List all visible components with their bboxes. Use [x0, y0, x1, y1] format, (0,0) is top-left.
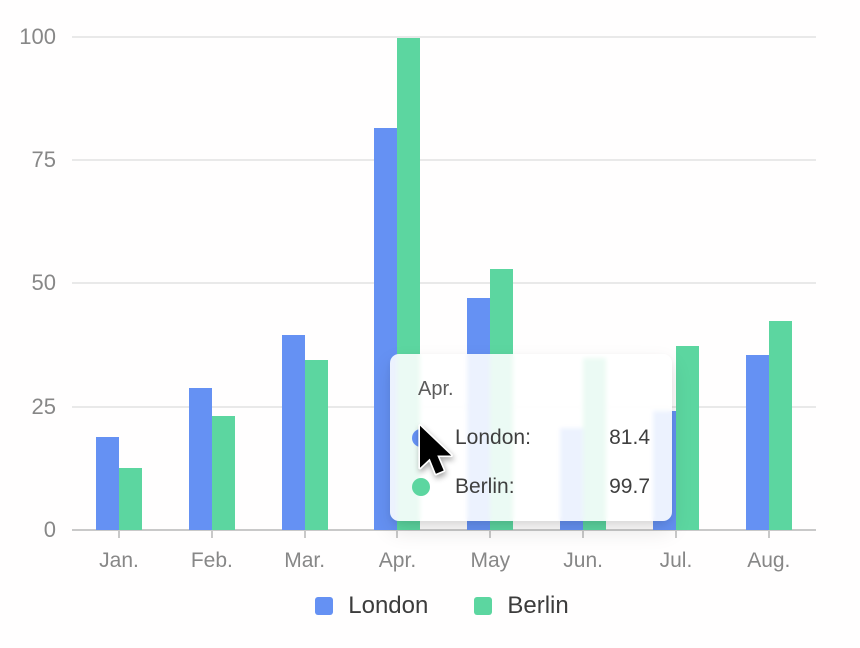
- tooltip-value-berlin: 99.7: [609, 475, 650, 498]
- x-tick-6: [582, 530, 585, 538]
- x-tick-label-feb: Feb.: [190, 549, 233, 572]
- x-tick-label-jul: Jul.: [659, 549, 693, 572]
- bar-berlin-jan[interactable]: [119, 467, 142, 530]
- gridline-50: [72, 282, 816, 285]
- bar-london-feb[interactable]: [188, 388, 212, 530]
- legend-label-london: London: [348, 592, 429, 619]
- y-tick-label-0: 0: [43, 517, 56, 542]
- x-tick-3: [303, 530, 306, 538]
- x-tick-label-jan: Jan.: [99, 549, 139, 572]
- berlin-swatch-icon: [474, 597, 493, 615]
- x-tick-5: [489, 530, 492, 538]
- y-tick-label-100: 100: [19, 23, 56, 49]
- x-tick-label-may: May: [470, 549, 511, 572]
- bar-berlin-mar[interactable]: [304, 359, 328, 530]
- x-tick-label-apr: Apr.: [378, 549, 417, 572]
- mouse-cursor-icon: [418, 424, 453, 476]
- london-swatch-icon: [315, 597, 334, 615]
- x-tick-label-jun: Jun.: [563, 549, 603, 572]
- y-tick-label-25: 25: [31, 393, 56, 419]
- legend-item-berlin[interactable]: Berlin: [474, 592, 569, 620]
- gridline-100: [72, 35, 816, 38]
- x-tick-label-aug: Aug.: [747, 549, 791, 572]
- tooltip-label-london: London:: [455, 426, 531, 449]
- bar-london-jan[interactable]: [96, 436, 119, 530]
- tooltip-row-berlin: Berlin: 99.7: [412, 474, 650, 500]
- legend-item-london[interactable]: London: [315, 592, 428, 620]
- bar-berlin-feb[interactable]: [211, 416, 235, 530]
- bar-london-aug[interactable]: [745, 354, 769, 530]
- x-tick-4: [396, 530, 399, 538]
- bar-london-mar[interactable]: [281, 335, 305, 530]
- tooltip-title: Apr.: [418, 378, 454, 400]
- chart-tooltip: Apr. London: 81.4 Berlin: 99.7: [390, 354, 672, 521]
- x-tick-1: [118, 530, 120, 538]
- legend-label-berlin: Berlin: [507, 592, 569, 619]
- tooltip-value-london: 81.4: [609, 426, 650, 449]
- bar-berlin-aug[interactable]: [768, 320, 792, 530]
- y-tick-label-50: 50: [31, 270, 56, 296]
- bar-berlin-jul[interactable]: [675, 346, 699, 530]
- x-tick-8: [767, 530, 770, 538]
- gridline-75: [72, 159, 816, 162]
- x-tick-2: [210, 530, 213, 538]
- tooltip-label-berlin: Berlin:: [455, 475, 515, 498]
- x-tick-7: [674, 530, 677, 538]
- legend: London Berlin: [12, 592, 860, 620]
- berlin-point-icon: [412, 478, 430, 496]
- gridline-0: [72, 529, 816, 531]
- x-tick-label-mar: Mar.: [284, 549, 326, 572]
- y-tick-label-75: 75: [31, 147, 56, 173]
